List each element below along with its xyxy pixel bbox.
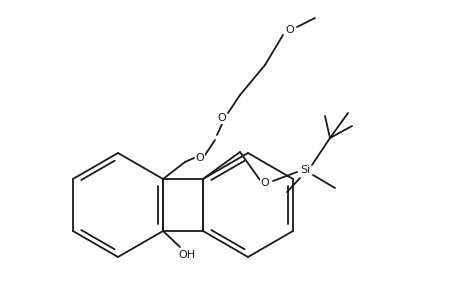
Text: OH: OH (178, 250, 195, 260)
Text: O: O (285, 25, 294, 35)
Text: O: O (195, 153, 204, 163)
Text: O: O (217, 113, 226, 123)
Text: O: O (260, 178, 269, 188)
Text: Si: Si (299, 165, 309, 175)
